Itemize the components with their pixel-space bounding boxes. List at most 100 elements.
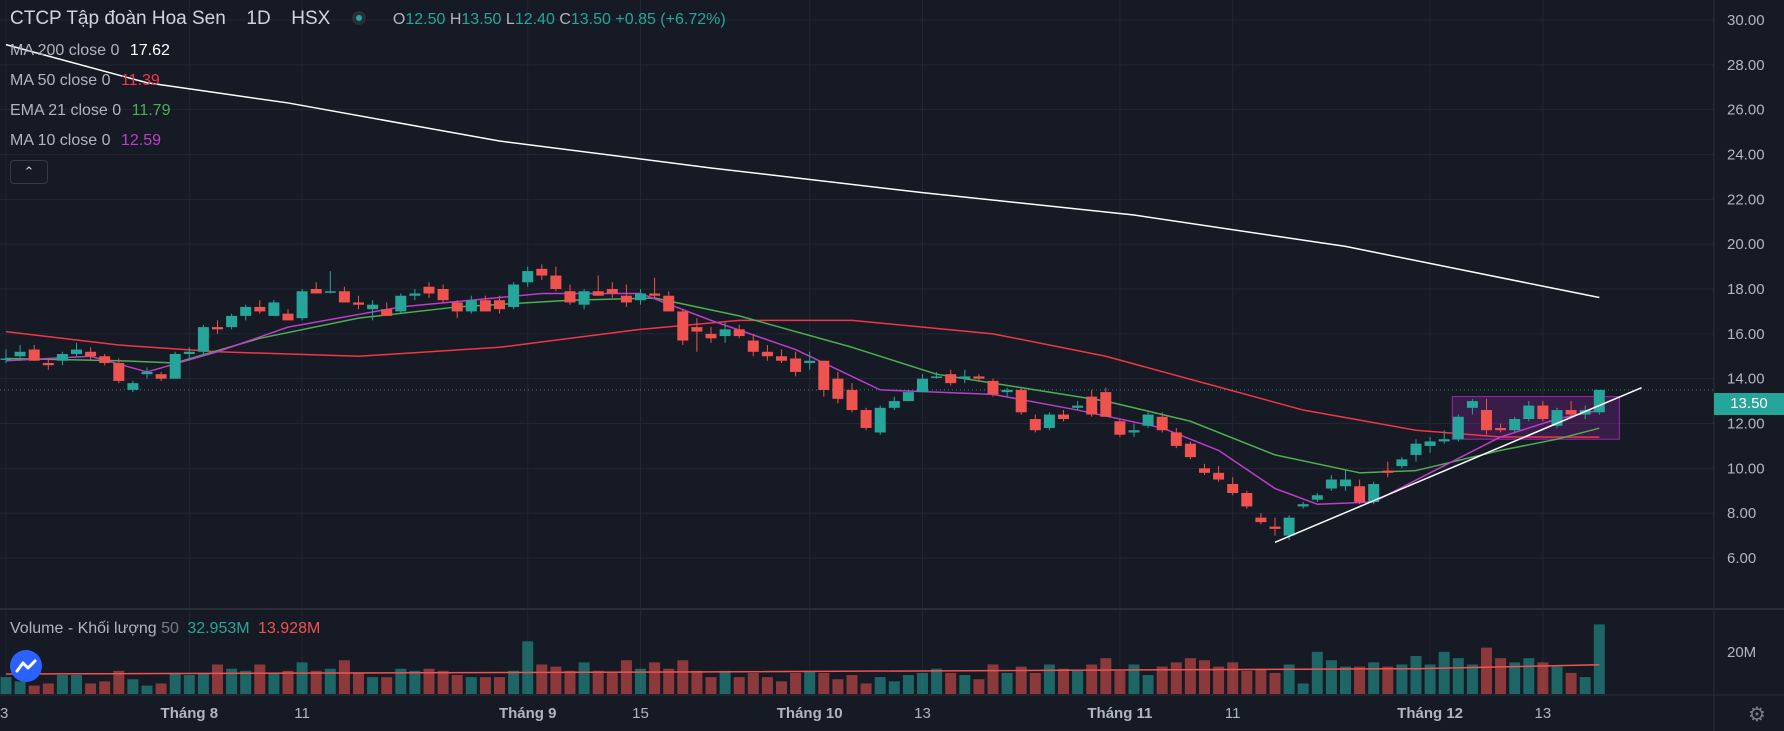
candle-body [1481,410,1492,431]
candle-body [902,392,914,402]
candle-body [1029,419,1041,431]
indicator-ma200[interactable]: MA 200 close 0 17.62 [10,42,170,60]
volume-bar [1269,672,1281,694]
candle-body [931,376,943,378]
candle-body [761,351,773,357]
time-axis-label: Tháng 8 [161,705,219,722]
volume-bar [85,683,97,694]
candle-body [776,356,787,361]
volume-bar [1354,666,1366,694]
candle-body [28,349,40,361]
volume-bar [381,677,393,694]
volume-bar [1495,658,1507,694]
candle-body [367,304,379,310]
volume-bar [451,675,463,694]
volume-bar [296,662,308,694]
volume-bar [226,668,238,694]
volume-bar [1029,672,1041,694]
candle-body [282,313,294,321]
interval-label[interactable]: 1D [246,8,271,29]
indicator-ema21[interactable]: EMA 21 close 0 11.79 [10,102,170,120]
volume-bar [1297,683,1309,694]
candle-body [1072,405,1084,408]
ma50-line [5,319,1600,438]
indicator-name: MA 10 close 0 [10,132,111,149]
candle-body [550,275,562,289]
volume-bar [931,668,943,694]
volume-bar [1382,666,1394,694]
volume-bar [691,670,703,694]
candle-body [1311,495,1323,500]
indicator-value: 12.59 [120,132,161,149]
candle-body [1523,405,1535,420]
volume-bar [1100,658,1112,694]
volume-bar [1452,658,1464,694]
volume-bar [155,683,167,694]
candle-body [85,351,97,357]
indicator-name: EMA 21 close 0 [10,102,122,119]
candle-body [917,378,928,393]
candle-body [1227,484,1239,493]
time-axis-label: 15 [632,705,649,722]
volume-bar [268,672,280,694]
symbol-name[interactable]: CTCP Tập đoàn Hoa Sen [10,8,226,29]
indicator-ma50[interactable]: MA 50 close 0 11.39 [10,72,160,90]
candle-body [987,380,999,395]
volume-bar [1227,662,1239,694]
candle-body [536,268,548,276]
candle-body [1199,468,1210,473]
price-axis-label: 24.00 [1727,147,1765,164]
candle-body [1058,414,1069,420]
volume-bar [606,672,618,694]
volume-bar [1424,664,1436,694]
market-status-icon[interactable] [351,11,366,25]
volume-bar [1325,660,1337,694]
price-axis-label: 14.00 [1727,371,1765,388]
volume-bar [310,670,322,694]
candle-body [719,329,731,337]
candle-body [973,376,985,379]
volume-bar [494,677,505,694]
candle-body [1100,392,1112,417]
volume-bar [1255,668,1267,694]
candle-body [677,311,689,341]
volume-bar [902,675,914,694]
volume-bar [282,670,294,694]
collapse-legend-button[interactable]: ⌃ [10,160,48,184]
candle-body [56,354,68,361]
price-axis-label: 8.00 [1727,505,1756,522]
volume-bar [860,683,872,694]
volume-bar [747,672,759,694]
candle-body [465,300,477,312]
indicator-value: 11.79 [131,102,171,119]
indicator-ma10[interactable]: MA 10 close 0 12.59 [10,132,161,150]
candle-body [197,327,209,352]
candle-body [1128,430,1140,433]
candle-body [1565,410,1577,415]
chevron-up-icon: ⌃ [23,164,35,179]
volume-bar [1199,660,1210,694]
volume-bar [1072,670,1084,694]
candle-body [451,302,463,312]
candle-body [1114,421,1126,435]
candle-body [888,401,900,408]
time-axis-label: Tháng 12 [1397,705,1463,722]
volume-bar [1368,662,1380,694]
close-label: C [559,11,571,28]
volume-bar [1184,658,1196,694]
gear-icon[interactable]: ⚙ [1748,704,1766,726]
volume-bar [465,677,477,694]
volume-legend[interactable]: Volume - Khối lượng 50 32.953M 13.928M [10,620,320,638]
time-axis-label: 11 [1225,705,1241,722]
volume-value: 32.953M [187,620,250,637]
price-axis-label: 6.00 [1727,550,1756,567]
tradingview-logo-icon[interactable] [10,650,42,682]
candle-body [71,349,82,355]
volume-bar [353,672,364,694]
candle-body [945,374,957,384]
ma200-line [5,43,1600,299]
volume-bar [1128,664,1140,694]
candle-body [620,295,632,303]
volume-bar [663,668,675,694]
